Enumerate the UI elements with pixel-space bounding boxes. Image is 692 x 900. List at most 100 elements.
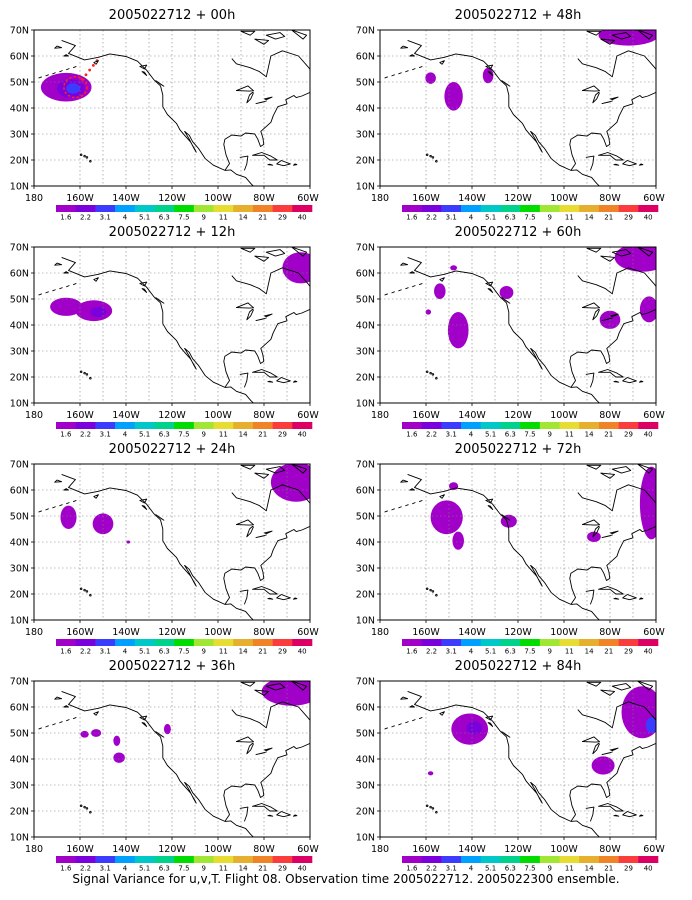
lat-tick-label: 20N <box>356 373 375 384</box>
colorbar-swatch <box>559 639 580 646</box>
colorbar-label: 14 <box>585 431 594 439</box>
colorbar: 1.6 2.2 3.1 4 5.1 6.3 7.5 9 11 14 21 29 40 <box>402 639 659 656</box>
colorbar-swatch <box>638 856 659 863</box>
colorbar-swatch <box>115 205 136 212</box>
lon-tick-label: 140W <box>458 627 486 638</box>
colorbar-swatch <box>421 639 442 646</box>
colorbar-swatch <box>134 639 155 646</box>
variance-blob <box>91 729 102 737</box>
panel-title: 2005022712 + 84h <box>454 659 582 674</box>
lat-tick-label: 10N <box>356 182 375 193</box>
lon-tick-label: 140W <box>458 844 486 855</box>
colorbar-label: 29 <box>278 214 287 222</box>
colorbar-swatch <box>115 422 136 429</box>
colorbar-label: 21 <box>258 648 267 656</box>
lon-tick-label: 120W <box>504 627 532 638</box>
colorbar-swatch <box>272 639 293 646</box>
colorbar-swatch <box>520 639 541 646</box>
colorbar-swatch <box>638 639 659 646</box>
colorbar-label: 3.1 <box>100 431 111 439</box>
colorbar-label: 6.3 <box>159 431 170 439</box>
lon-tick-label: 80W <box>253 193 275 204</box>
lon-tick-label: 60W <box>643 844 665 855</box>
colorbar-label: 9 <box>547 648 551 656</box>
lat-tick-label: 70N <box>356 243 375 254</box>
colorbar-swatch <box>174 205 195 212</box>
lon-tick-label: 160W <box>412 844 440 855</box>
lat-tick-label: 30N <box>356 564 375 575</box>
colorbar-swatch <box>213 639 234 646</box>
colorbar-label: 2.2 <box>80 865 91 873</box>
colorbar-label: 29 <box>624 648 633 656</box>
colorbar-label: 21 <box>604 214 613 222</box>
colorbar: 1.6 2.2 3.1 4 5.1 6.3 7.5 9 11 14 21 29 40 <box>402 856 659 873</box>
lat-tick-label: 50N <box>356 512 375 523</box>
colorbar-swatch <box>292 856 313 863</box>
lat-tick-label: 40N <box>10 321 29 332</box>
lat-tick-label: 20N <box>356 590 375 601</box>
colorbar-label: 2.2 <box>426 865 437 873</box>
lon-tick-label: 100W <box>204 627 232 638</box>
track-dot <box>91 63 95 67</box>
variance-blob <box>60 505 77 529</box>
colorbar-swatch <box>480 639 501 646</box>
colorbar-swatch <box>272 205 293 212</box>
coastline <box>38 30 310 186</box>
colorbar: 1.6 2.2 3.1 4 5.1 6.3 7.5 9 11 14 21 29 40 <box>56 856 313 873</box>
lat-tick-label: 20N <box>10 590 29 601</box>
track-dot <box>80 78 84 81</box>
lon-tick-label: 80W <box>599 844 621 855</box>
lat-tick-label: 30N <box>356 781 375 792</box>
lon-tick-label: 180 <box>25 844 43 855</box>
variance-blob <box>66 83 80 94</box>
colorbar-label: 3.1 <box>446 431 457 439</box>
lon-tick-label: 100W <box>204 193 232 204</box>
lat-tick-label: 10N <box>10 616 29 627</box>
colorbar-swatch <box>213 856 234 863</box>
lat-tick-label: 10N <box>356 399 375 410</box>
variance-blob <box>447 312 469 349</box>
variance-blob <box>591 756 615 775</box>
variance-shading <box>425 247 656 349</box>
panel-title: 2005022712 + 36h <box>108 659 236 674</box>
lon-tick-label: 60W <box>643 193 665 204</box>
colorbar-label: 29 <box>624 431 633 439</box>
colorbar-label: 6.3 <box>505 431 516 439</box>
lat-tick-label: 50N <box>10 512 29 523</box>
colorbar-swatch <box>421 422 442 429</box>
variance-blob <box>270 464 310 502</box>
lat-tick-label: 40N <box>356 755 375 766</box>
variance-blob <box>639 466 656 540</box>
colorbar-swatch <box>233 422 254 429</box>
colorbar-swatch <box>154 205 175 212</box>
lat-tick-label: 60N <box>10 486 29 497</box>
lat-tick-label: 70N <box>356 677 375 688</box>
colorbar-swatch <box>213 422 234 429</box>
coastline <box>384 30 656 186</box>
colorbar-swatch <box>500 422 521 429</box>
lat-tick-label: 60N <box>356 703 375 714</box>
variance-blob <box>90 306 107 318</box>
colorbar-label: 7.5 <box>524 865 535 873</box>
graticule <box>34 464 310 620</box>
variance-blob <box>163 723 171 735</box>
colorbar-label: 5.1 <box>485 431 496 439</box>
coastline <box>38 464 310 620</box>
lat-tick-label: 60N <box>356 269 375 280</box>
colorbar-label: 6.3 <box>159 865 170 873</box>
lat-tick-label: 60N <box>10 269 29 280</box>
lon-tick-label: 80W <box>253 627 275 638</box>
lat-tick-label: 10N <box>356 833 375 844</box>
colorbar-label: 29 <box>624 865 633 873</box>
colorbar-label: 1.6 <box>60 214 72 222</box>
colorbar-swatch <box>539 422 560 429</box>
variance-shading <box>60 464 310 544</box>
panel-title: 2005022712 + 60h <box>454 225 582 240</box>
colorbar-swatch <box>559 422 580 429</box>
colorbar-swatch <box>193 856 214 863</box>
lat-tick-label: 50N <box>10 78 29 89</box>
colorbar-swatch <box>75 205 96 212</box>
colorbar-swatch <box>461 856 482 863</box>
